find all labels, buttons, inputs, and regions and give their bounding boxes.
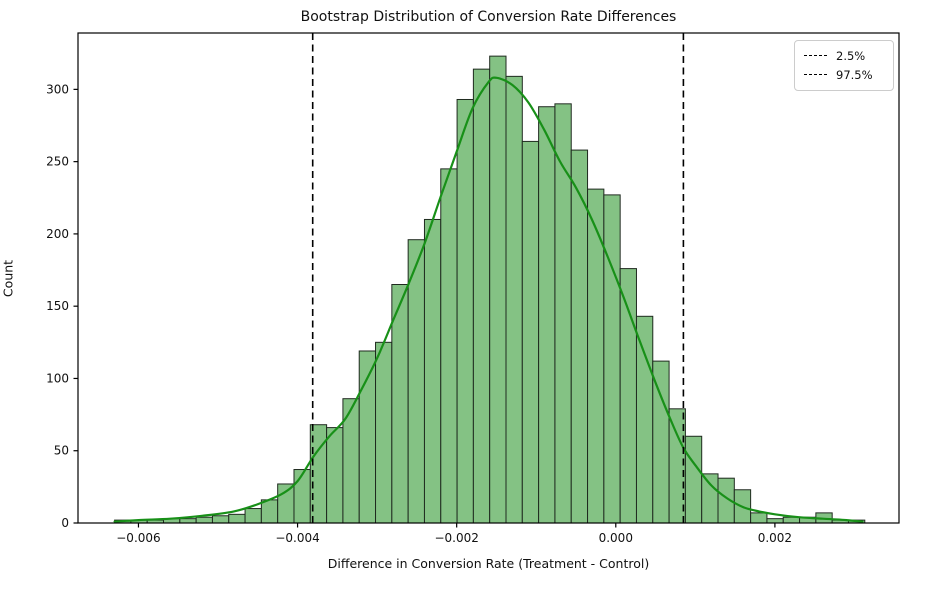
histogram-bar [684, 435, 703, 524]
dashed-line-swatch [804, 74, 827, 75]
y-tick-label: 300 [46, 82, 69, 96]
y-tick-label: 200 [46, 227, 69, 241]
histogram-bar [766, 518, 784, 524]
histogram-bar [750, 512, 768, 524]
histogram-bar [489, 55, 507, 524]
x-tick-label: −0.002 [434, 531, 478, 545]
y-tick-label: 0 [61, 516, 69, 530]
histogram-bar [472, 68, 491, 524]
legend-label: 97.5% [836, 67, 873, 82]
y-tick-label: 250 [46, 155, 69, 169]
histogram-bars [114, 55, 866, 524]
kde-curve [113, 76, 864, 523]
histogram-bar [423, 218, 442, 524]
percentile-lines [311, 33, 685, 523]
chart-title: Bootstrap Distribution of Conversion Rat… [300, 9, 677, 25]
histogram-bar [456, 98, 474, 524]
kde-line [113, 76, 864, 523]
histogram-bar [293, 469, 311, 524]
histogram-bar [652, 360, 670, 524]
x-tick-label: 0.002 [758, 531, 792, 545]
histogram-bar [538, 106, 556, 524]
legend-entry-upper-percentile: 97.5% [804, 65, 884, 84]
x-tick-label: −0.004 [275, 531, 319, 545]
dashed-line-swatch [804, 55, 827, 56]
y-tick-label: 50 [54, 444, 69, 458]
axis-ticks: −0.006 −0.004 −0.002 0.000 0.002 0 50 100 150 200… [46, 82, 792, 545]
legend-label: 2.5% [836, 48, 866, 63]
histogram-bar [228, 513, 246, 524]
histogram-bar [407, 239, 425, 524]
histogram-bar [179, 518, 197, 524]
y-axis-label: Count [0, 259, 16, 298]
legend: 2.5% 97.5% [794, 40, 894, 91]
histogram-bar [244, 508, 262, 524]
y-tick-label: 150 [46, 299, 69, 313]
histogram-bar [260, 499, 279, 524]
histogram-bar [701, 473, 719, 524]
histogram-bar [635, 315, 654, 524]
histogram-bar [505, 75, 523, 524]
legend-entry-lower-percentile: 2.5% [804, 46, 884, 65]
histogram-bar [440, 168, 458, 524]
axes-spines [77, 32, 900, 524]
histogram-bar [375, 341, 393, 524]
histogram-bar [603, 194, 621, 524]
plot-border [77, 32, 900, 524]
histogram-bar [211, 515, 230, 524]
histogram-bar [195, 516, 213, 524]
histogram-bar [277, 483, 295, 524]
histogram-bar [521, 140, 540, 524]
x-tick-label: 0.000 [599, 531, 633, 545]
y-tick-label: 100 [46, 371, 69, 385]
x-axis-label: Difference in Conversion Rate (Treatment… [327, 556, 650, 571]
x-tick-label: −0.006 [116, 531, 160, 545]
histogram-bar [326, 427, 344, 524]
